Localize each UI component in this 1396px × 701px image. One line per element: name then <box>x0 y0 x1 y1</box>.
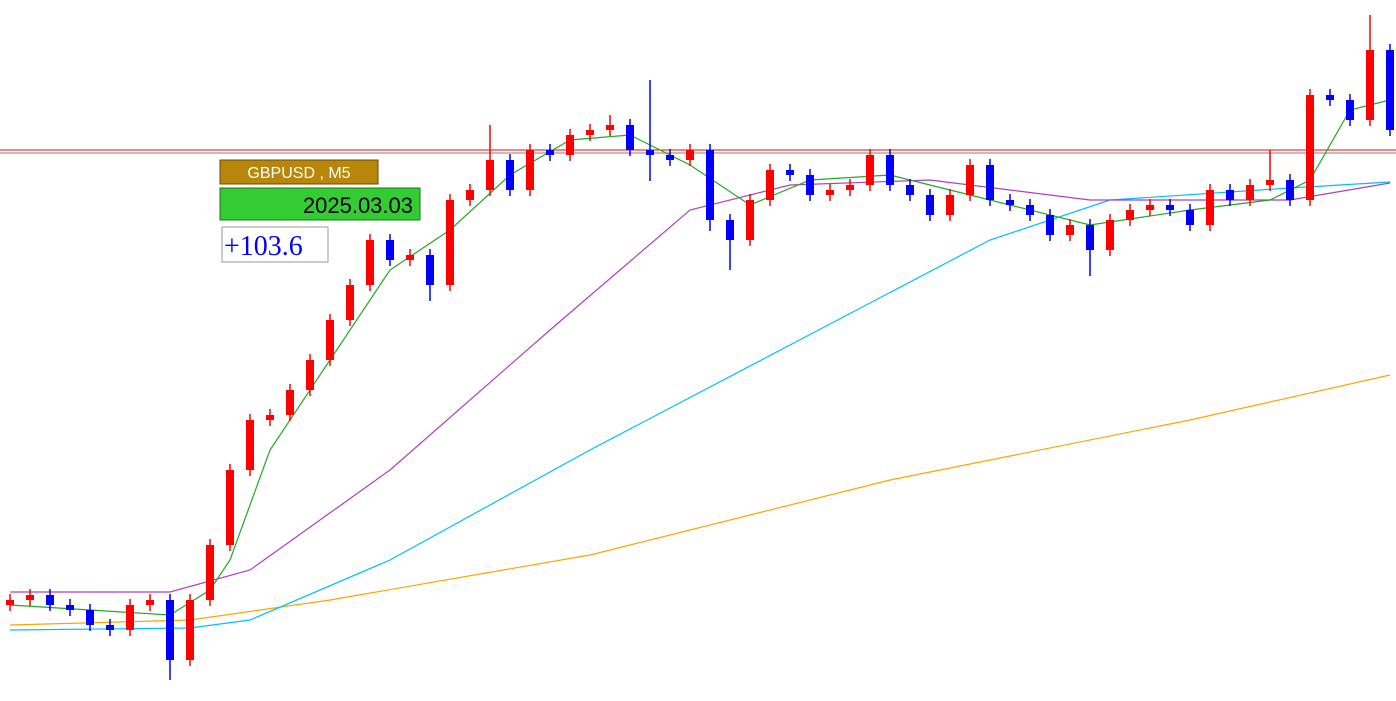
candle-body <box>386 240 394 260</box>
candle-body <box>706 150 714 220</box>
candle-body <box>466 190 474 200</box>
candle-body <box>1166 205 1174 210</box>
candle-body <box>506 160 514 190</box>
candle-body <box>326 320 334 360</box>
candle-body <box>826 190 834 195</box>
candle-body <box>1306 95 1314 200</box>
candle-body <box>286 390 294 415</box>
candle-body <box>946 195 954 215</box>
candle-body <box>1286 180 1294 200</box>
candle-body <box>1266 180 1274 185</box>
candle-body <box>606 125 614 130</box>
candle-body <box>166 600 174 660</box>
candle-body <box>206 545 214 600</box>
candle-body <box>966 165 974 195</box>
candle-body <box>666 155 674 160</box>
candle-body <box>146 600 154 605</box>
candle-body <box>1246 185 1254 200</box>
candle-body <box>746 200 754 240</box>
candle-body <box>1146 205 1154 210</box>
candle-body <box>1346 100 1354 120</box>
candle-body <box>1066 225 1074 235</box>
candle-body <box>766 170 774 200</box>
candle-body <box>1126 210 1134 220</box>
symbol-box <box>219 159 379 185</box>
candle-body <box>786 170 794 175</box>
candle-body <box>626 125 634 150</box>
candle-body <box>1046 215 1054 235</box>
candle-body <box>1366 50 1374 120</box>
candle-body <box>1086 225 1094 250</box>
moving-average <box>9 374 1391 626</box>
candle-body <box>26 595 34 600</box>
candle-body <box>1386 50 1394 130</box>
candle-body <box>126 605 134 630</box>
candle-body <box>546 150 554 155</box>
candle-body <box>926 195 934 215</box>
candle-body <box>1026 205 1034 215</box>
candle-body <box>1186 210 1194 225</box>
candle-body <box>806 175 814 195</box>
candle-body <box>986 165 994 200</box>
plot-area <box>0 15 1396 680</box>
moving-average <box>10 179 1391 593</box>
candle-body <box>406 255 414 260</box>
candle-body <box>226 470 234 545</box>
candle-body <box>306 360 314 390</box>
candle-body <box>566 135 574 155</box>
candle-body <box>1006 200 1014 205</box>
candle-body <box>186 600 194 660</box>
candle-body <box>366 240 374 285</box>
candle-body <box>726 220 734 240</box>
candle-body <box>46 595 54 605</box>
candle-body <box>6 600 14 605</box>
moving-average <box>9 99 1391 616</box>
candle-body <box>866 155 874 185</box>
candle-body <box>586 130 594 135</box>
candle-body <box>106 625 114 630</box>
candle-body <box>446 200 454 285</box>
candle-body <box>906 185 914 195</box>
candle-body <box>886 155 894 185</box>
gain-label: +103.6 <box>224 231 303 262</box>
candle-body <box>1326 95 1334 100</box>
candle-body <box>266 415 274 420</box>
symbol-label: GBPUSD , M5 <box>247 165 350 182</box>
candle-body <box>486 160 494 190</box>
candle-body <box>686 150 694 160</box>
moving-average <box>9 181 1391 631</box>
candle-body <box>1206 190 1214 225</box>
date-box <box>219 187 421 221</box>
candle-body <box>86 610 94 625</box>
candle-body <box>1226 190 1234 200</box>
candle-body <box>426 255 434 285</box>
date-label: 2025.03.03 <box>303 193 413 218</box>
candle-body <box>1106 220 1114 250</box>
candle-body <box>246 420 254 470</box>
candle-body <box>346 285 354 320</box>
candle-body <box>846 185 854 190</box>
candle-body <box>66 605 74 610</box>
candle-body <box>526 150 534 190</box>
gain-box <box>221 226 329 263</box>
candle-body <box>646 150 654 155</box>
